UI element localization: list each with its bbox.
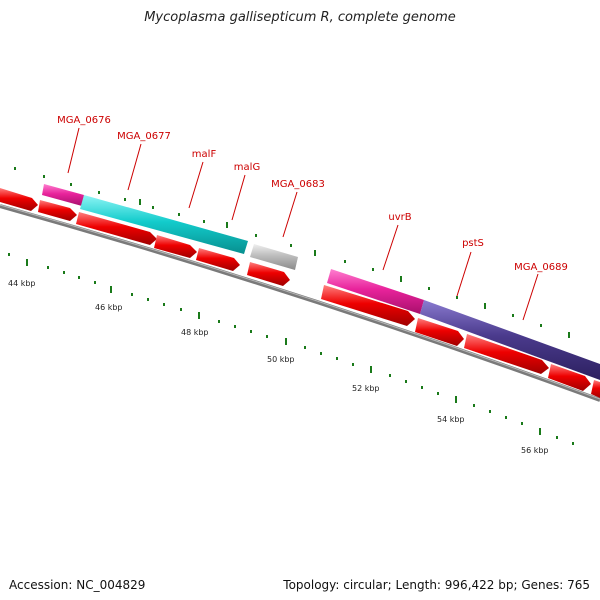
gene-arrow[interactable] (154, 235, 197, 258)
genome-backbone-highlight (0, 204, 600, 400)
genome-backbone (0, 204, 600, 402)
gene-arrow[interactable] (76, 212, 157, 245)
label-leaders (67, 127, 539, 321)
feature-uvrb[interactable] (327, 269, 424, 314)
accession-text: Accession: NC_004829 (9, 578, 146, 592)
gene-arrow[interactable] (38, 200, 77, 221)
gene-arrow[interactable] (415, 318, 464, 346)
feature-mga-0676[interactable] (42, 184, 84, 206)
gene-label-psts[interactable]: pstS (462, 238, 484, 249)
kbp-label-46: 46 kbp (95, 303, 123, 312)
gene-label-mga-0689[interactable]: MGA_0689 (514, 262, 568, 273)
map-title: Mycoplasma gallisepticum R, complete gen… (144, 10, 456, 25)
kbp-label-56: 56 kbp (521, 446, 549, 455)
kbp-label-48: 48 kbp (181, 328, 209, 337)
gene-arrow[interactable] (247, 262, 290, 286)
gene-label-mga-0677[interactable]: MGA_0677 (117, 131, 171, 142)
kbp-label-50: 50 kbp (267, 355, 295, 364)
genome-summary-text: Topology: circular; Length: 996,422 bp; … (283, 578, 590, 592)
gene-arrow[interactable] (0, 188, 38, 211)
inner-ticks (8, 253, 574, 445)
gene-label-uvrb[interactable]: uvrB (388, 212, 411, 223)
gene-arrows (0, 188, 600, 398)
kbp-label-44: 44 kbp (8, 279, 36, 288)
gene-arrow[interactable] (591, 380, 600, 398)
feature-psts-mga-0689[interactable] (420, 300, 600, 380)
gene-arrow[interactable] (548, 364, 591, 391)
gene-label-malg[interactable]: malG (234, 162, 260, 173)
gene-arrow[interactable] (464, 334, 549, 374)
gene-label-mga-0676[interactable]: MGA_0676 (57, 115, 111, 126)
feature-mga-0677-maif-maig[interactable] (80, 195, 248, 254)
gene-arrow[interactable] (321, 285, 415, 326)
kbp-label-54: 54 kbp (437, 415, 465, 424)
feature-mga-0683[interactable] (250, 244, 298, 270)
gene-label-mga-0683[interactable]: MGA_0683 (271, 179, 325, 190)
kbp-label-52: 52 kbp (352, 384, 380, 393)
gene-label-malf[interactable]: malF (192, 149, 217, 160)
outer-ticks (14, 167, 570, 338)
gene-arrow[interactable] (196, 248, 240, 271)
